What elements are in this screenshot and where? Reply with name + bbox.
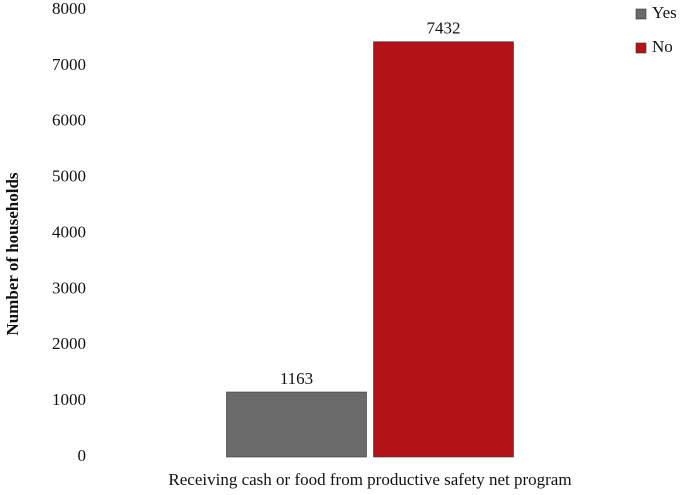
y-tick-label: 7000 bbox=[52, 55, 86, 74]
y-tick-label: 3000 bbox=[52, 278, 86, 297]
bar bbox=[226, 391, 367, 458]
legend-swatch bbox=[635, 42, 647, 54]
y-tick-label: 1000 bbox=[52, 390, 86, 409]
y-tick-label: 2000 bbox=[52, 334, 86, 353]
y-tick-label: 0 bbox=[78, 446, 87, 465]
legend-label: Yes bbox=[652, 3, 677, 22]
legend-swatch bbox=[635, 8, 647, 20]
y-tick-label: 8000 bbox=[52, 0, 86, 18]
y-axis-label: Number of households bbox=[3, 172, 22, 335]
y-tick-label: 6000 bbox=[52, 111, 86, 130]
data-label: 7432 bbox=[427, 19, 461, 38]
x-tick-label: Receiving cash or food from productive s… bbox=[168, 470, 571, 489]
y-tick-label: 4000 bbox=[52, 222, 86, 241]
data-label: 1163 bbox=[280, 369, 313, 388]
bar bbox=[373, 41, 514, 458]
legend-label: No bbox=[652, 37, 673, 56]
y-tick-label: 5000 bbox=[52, 167, 86, 186]
